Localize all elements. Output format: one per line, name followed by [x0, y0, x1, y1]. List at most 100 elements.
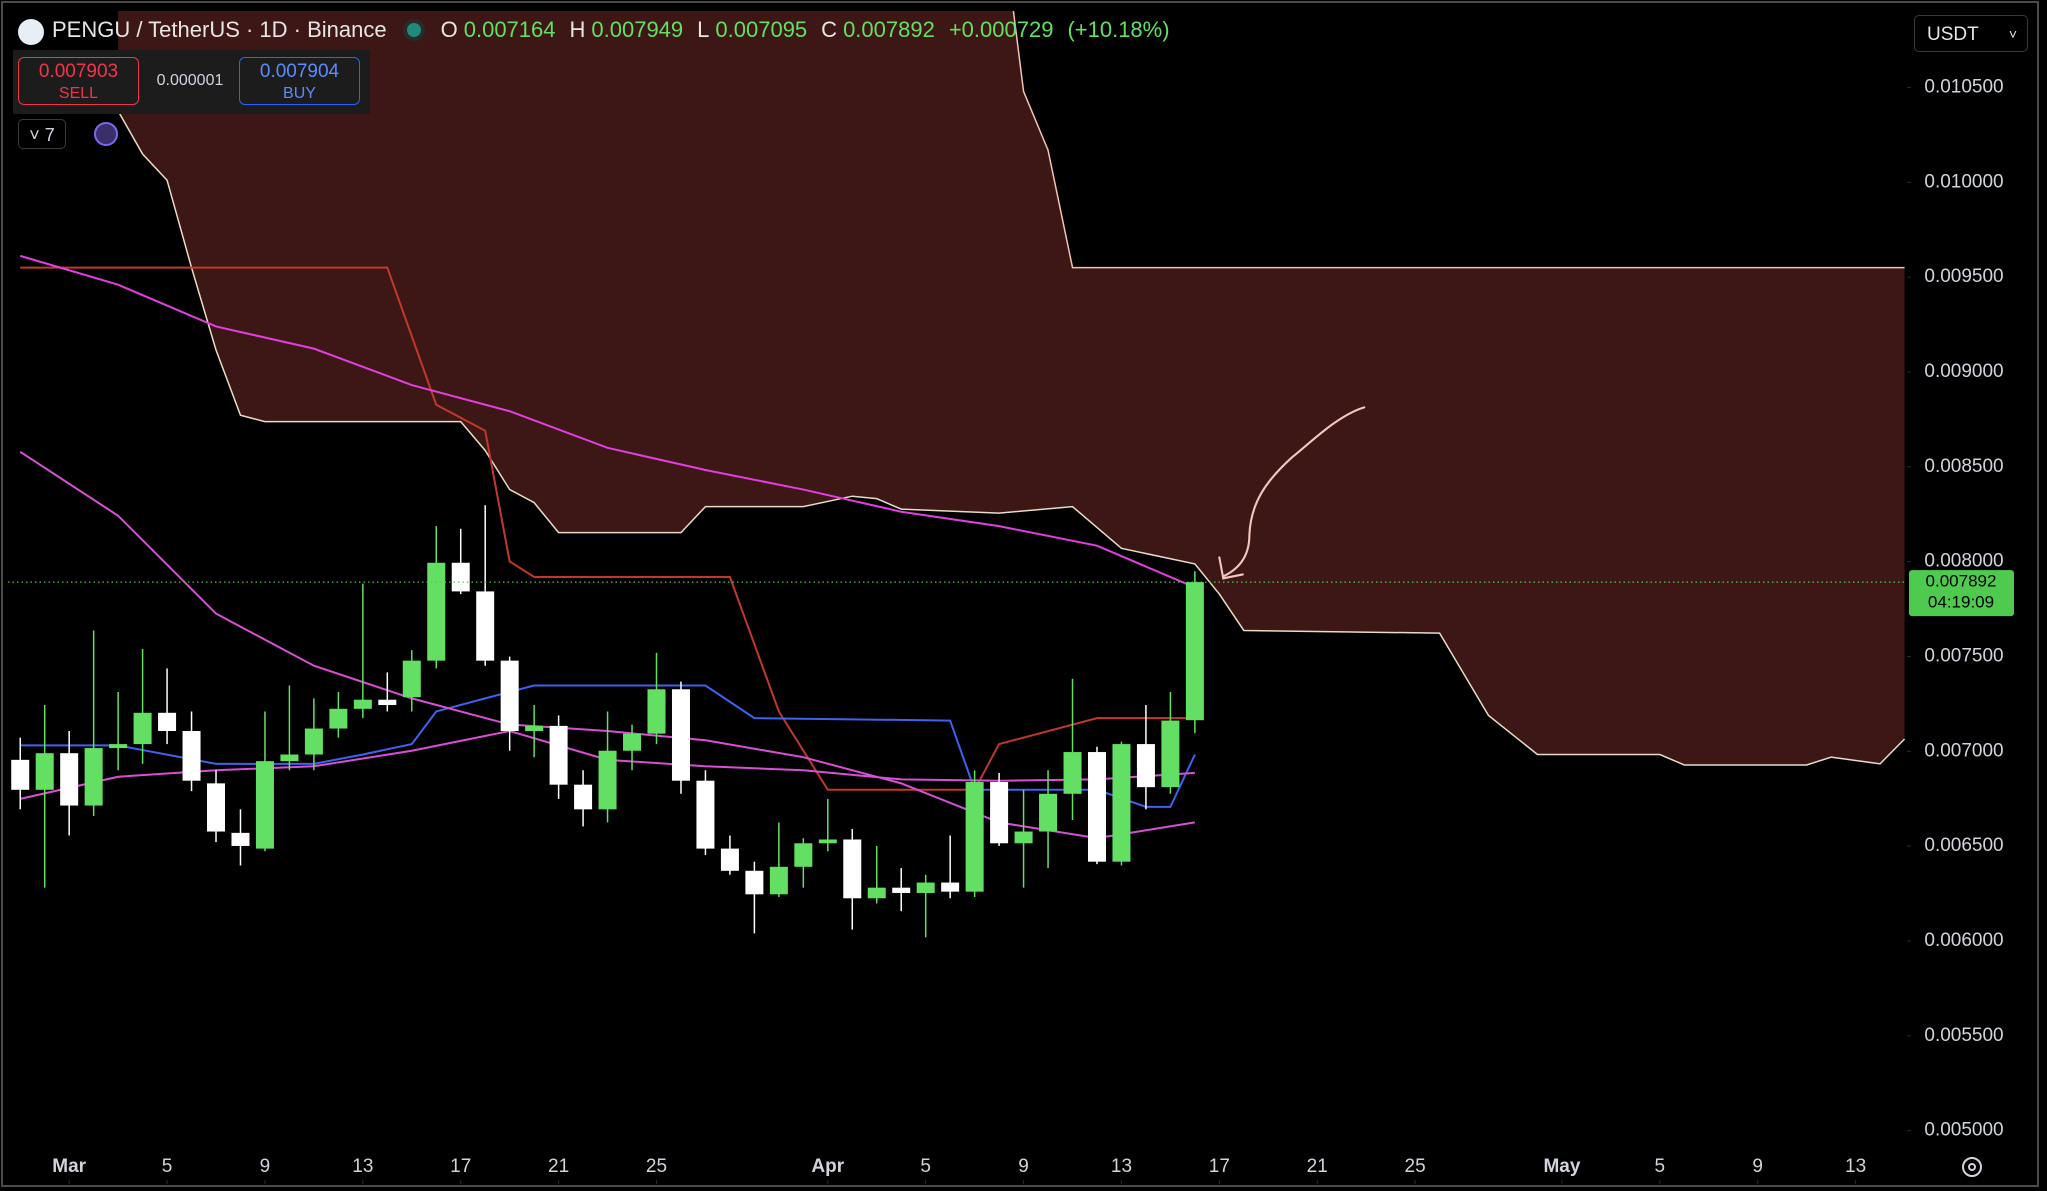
candle-body	[990, 782, 1009, 844]
sell-price[interactable]: 0.007903	[38, 61, 119, 82]
candle-body	[304, 728, 323, 755]
candle-body	[60, 753, 79, 806]
candle-body	[427, 562, 446, 661]
high-label: H	[569, 17, 586, 42]
y-tick-label: 0.008000	[1924, 551, 2003, 572]
candle-body	[207, 783, 226, 832]
cloud-span-a	[117, 110, 1906, 766]
x-tick-label: 13	[352, 1156, 373, 1177]
x-tick-label: Mar	[52, 1156, 86, 1177]
gear-center[interactable]	[1968, 1163, 1976, 1171]
last-price-box	[1909, 570, 2014, 617]
candle-body	[720, 848, 739, 871]
y-tick-label: 0.008500	[1924, 456, 2003, 477]
candle-body	[353, 699, 372, 709]
sell-button[interactable]: 0.007903 SELL	[18, 57, 139, 105]
candle-body	[1063, 752, 1082, 794]
candle-body	[769, 866, 788, 895]
candle-body	[696, 780, 715, 849]
candle-body	[231, 832, 250, 846]
candle-body	[598, 750, 617, 810]
currency[interactable]: USDT	[1927, 24, 1979, 45]
candle-body	[280, 754, 299, 762]
x-tick-label: 13	[1111, 1156, 1132, 1177]
indicators-toggle[interactable]: ˅ 7	[18, 119, 66, 149]
candle-body	[867, 887, 886, 899]
indicator-count[interactable]: 7	[44, 125, 55, 145]
cloud-fill	[118, 11, 1905, 765]
last-price-label: 0.007892	[1926, 572, 1997, 591]
y-tick-label: 0.006500	[1924, 835, 2003, 856]
buy-price[interactable]: 0.007904	[259, 61, 340, 82]
change-percent: (+10.18%)	[1067, 17, 1170, 42]
candle-body	[476, 591, 495, 661]
candle-body	[329, 708, 348, 729]
plot-area	[8, 11, 1907, 938]
close-label: C	[821, 17, 838, 42]
candle-body	[574, 784, 593, 810]
x-tick-label: 5	[920, 1156, 931, 1177]
x-tick-label: 21	[1307, 1156, 1328, 1177]
y-tick-label: 0.009500	[1924, 266, 2003, 287]
x-tick-label: 25	[646, 1156, 667, 1177]
candle-body	[158, 712, 177, 732]
y-tick-label: 0.009000	[1924, 361, 2003, 382]
candle-body	[941, 882, 960, 892]
settings-icon[interactable]	[1962, 1157, 1982, 1177]
candle-body	[549, 725, 568, 785]
x-tick-label: 9	[1752, 1156, 1763, 1177]
gear[interactable]	[1962, 1157, 1982, 1177]
cloud-span-b	[1012, 11, 1905, 269]
x-tick-label: 13	[1845, 1156, 1866, 1177]
y-tick-label: 0.007000	[1924, 740, 2003, 761]
y-tick-label: 0.005000	[1924, 1120, 2003, 1141]
candle-body	[818, 839, 837, 844]
dropdown-caret[interactable]: ˅	[2008, 26, 2017, 42]
buy-button[interactable]: 0.007904 BUY	[239, 57, 360, 105]
x-tick-label: 21	[548, 1156, 569, 1177]
y-tick-label: 0.010000	[1924, 171, 2003, 192]
candle-body	[500, 660, 519, 732]
candle-body	[402, 660, 421, 698]
candle-body	[1185, 582, 1204, 721]
y-tick-label: 0.006000	[1924, 930, 2003, 951]
candle-body	[451, 562, 470, 592]
change-value: +0.000729	[948, 17, 1054, 42]
hand-drawn-arrow	[1218, 406, 1366, 580]
arrow-path	[1218, 406, 1366, 580]
close-value: 0.007892	[843, 17, 935, 42]
high-value: 0.007949	[591, 17, 684, 42]
candle-body	[794, 843, 813, 867]
candle-body	[1039, 793, 1058, 832]
buy-label[interactable]: BUY	[283, 85, 316, 102]
indicator-line	[19, 254, 1196, 589]
x-tick-label: 9	[1018, 1156, 1029, 1177]
currency-select[interactable]: USDT ˅	[1914, 15, 2028, 52]
x-tick-label: 5	[1655, 1156, 1666, 1177]
symbol-title[interactable]: PENGU / TetherUS · 1D · Binance	[52, 17, 387, 42]
candle-body	[378, 699, 397, 706]
open-value: 0.007164	[463, 17, 556, 42]
x-tick-label: 9	[260, 1156, 271, 1177]
x-tick-label: 5	[162, 1156, 173, 1177]
sell-label[interactable]: SELL	[58, 85, 99, 102]
candle-body	[916, 882, 935, 893]
legend-header: PENGU / TetherUS · 1D · Binance O 0.00716…	[52, 17, 1178, 43]
x-tick-label: May	[1543, 1156, 1580, 1177]
x-tick-label: 17	[1209, 1156, 1230, 1177]
low-value: 0.007095	[715, 17, 808, 42]
candle-body	[133, 712, 152, 745]
open-label: O	[440, 17, 458, 42]
candle-body	[1136, 744, 1155, 788]
candle-body	[892, 887, 911, 893]
candle-body	[182, 731, 201, 781]
sync-button[interactable]	[94, 122, 118, 146]
x-tick-label: Apr	[811, 1156, 844, 1177]
indicator-line	[20, 266, 1195, 791]
candle-body	[745, 870, 764, 895]
candle-body	[647, 689, 666, 734]
spread: 0.000001	[156, 72, 224, 89]
